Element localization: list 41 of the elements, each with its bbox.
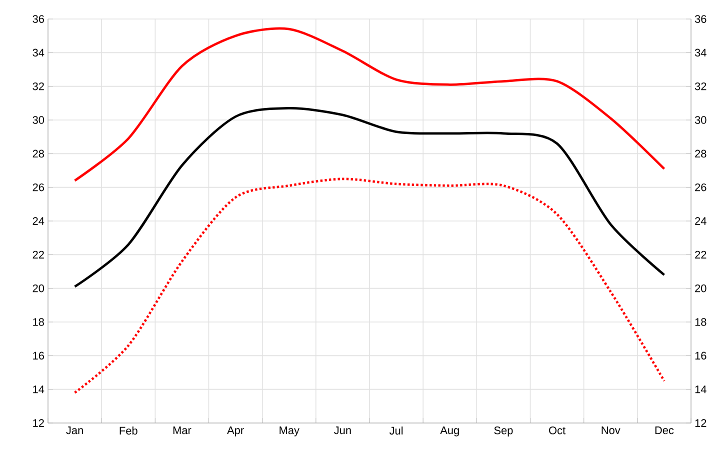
line-series (74, 178, 666, 394)
x-tick-label: Mar (173, 426, 192, 434)
y-tick-label: 14 (33, 386, 44, 394)
y2-tick-label: 30 (694, 116, 706, 124)
x-tick-label: Jun (334, 426, 351, 434)
line-series (74, 27, 666, 182)
y2-tick-label: 34 (694, 48, 706, 57)
y2-tick-label: 28 (695, 150, 706, 158)
y-tick-label: 30 (32, 116, 44, 124)
y-tick-label: 16 (33, 352, 44, 360)
y-tick-label: 34 (32, 48, 44, 57)
y-tick-label: 28 (32, 150, 44, 158)
x-tick-label: Oct (549, 426, 566, 434)
y2-tick-label: 22 (695, 250, 706, 258)
y2-tick-label: 32 (694, 82, 706, 90)
y2-tick-label: 36 (694, 15, 706, 23)
x-tick-label: Jan (66, 426, 83, 434)
x-tick-label: Aug (440, 426, 459, 436)
y-tick-label: 20 (32, 284, 44, 292)
y-tick-label: 36 (32, 15, 44, 23)
x-tick-label: Sep (494, 426, 513, 436)
y2-tick-label: 12 (695, 419, 706, 427)
line-series (74, 107, 666, 288)
y2-tick-label: 16 (695, 352, 706, 360)
y2-tick-label: 20 (695, 284, 706, 292)
y-tick-label: 26 (32, 183, 44, 192)
y-tick-label: 32 (32, 82, 44, 90)
x-tick-label: Feb (120, 426, 138, 435)
y-tick-label: 12 (33, 419, 44, 427)
y-tick-label: 18 (33, 318, 44, 326)
x-tick-label: Nov (602, 426, 620, 434)
y2-tick-label: 24 (695, 217, 706, 225)
y2-tick-label: 18 (695, 318, 706, 326)
y2-tick-label: 26 (695, 183, 706, 192)
y2-tick-label: 14 (695, 386, 706, 394)
y-tick-label: 24 (32, 217, 44, 225)
x-tick-label: Jul (389, 426, 403, 435)
y-tick-label: 22 (32, 250, 44, 258)
x-tick-label: Apr (227, 426, 244, 436)
x-tick-label: Dec (655, 426, 674, 434)
x-tick-label: May (280, 426, 300, 436)
